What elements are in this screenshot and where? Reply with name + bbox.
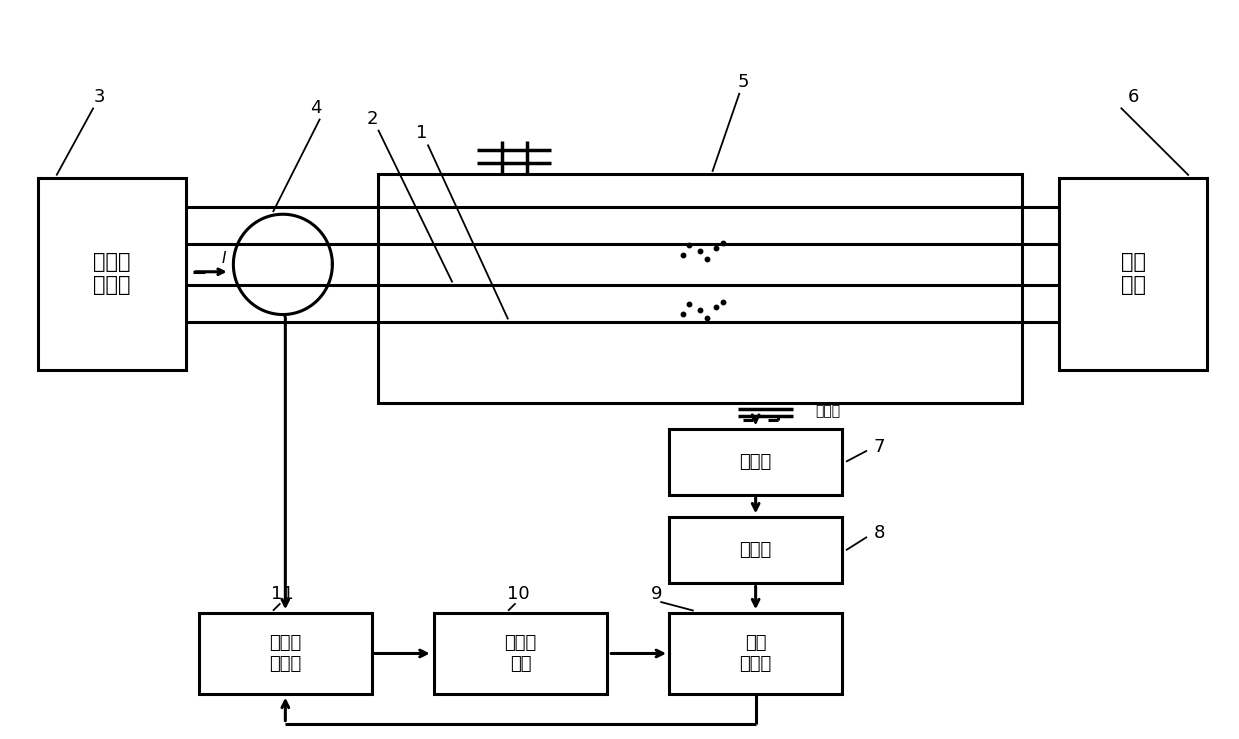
- Text: 气体
分析仪: 气体 分析仪: [740, 634, 772, 673]
- Text: 10: 10: [507, 585, 529, 604]
- Bar: [378, 174, 1022, 403]
- Text: 11: 11: [271, 585, 294, 604]
- Text: 2: 2: [367, 109, 378, 128]
- Bar: [38, 177, 186, 370]
- Text: 3: 3: [94, 88, 105, 106]
- Text: 抽气泵: 抽气泵: [740, 541, 772, 559]
- Text: 处理器
单元: 处理器 单元: [504, 634, 536, 673]
- Text: 电参数
测量仪: 电参数 测量仪: [269, 634, 301, 673]
- Text: 9: 9: [650, 585, 663, 604]
- Text: 1: 1: [416, 124, 427, 143]
- Text: 7: 7: [873, 438, 885, 456]
- Text: 8: 8: [873, 524, 885, 542]
- Bar: [669, 429, 843, 495]
- Text: 配电系
统电源: 配电系 统电源: [93, 252, 131, 295]
- Text: 电磁阀: 电磁阀: [740, 453, 772, 471]
- Text: 5: 5: [737, 73, 750, 91]
- Bar: [1059, 177, 1207, 370]
- Bar: [198, 613, 372, 694]
- Text: 出气口: 出气口: [815, 404, 840, 418]
- Text: 用电
负载: 用电 负载: [1120, 252, 1146, 295]
- Text: 4: 4: [311, 98, 322, 117]
- Text: 6: 6: [1127, 88, 1139, 106]
- Text: I: I: [222, 251, 225, 266]
- Bar: [669, 517, 843, 583]
- Bar: [669, 613, 843, 694]
- Bar: [434, 613, 607, 694]
